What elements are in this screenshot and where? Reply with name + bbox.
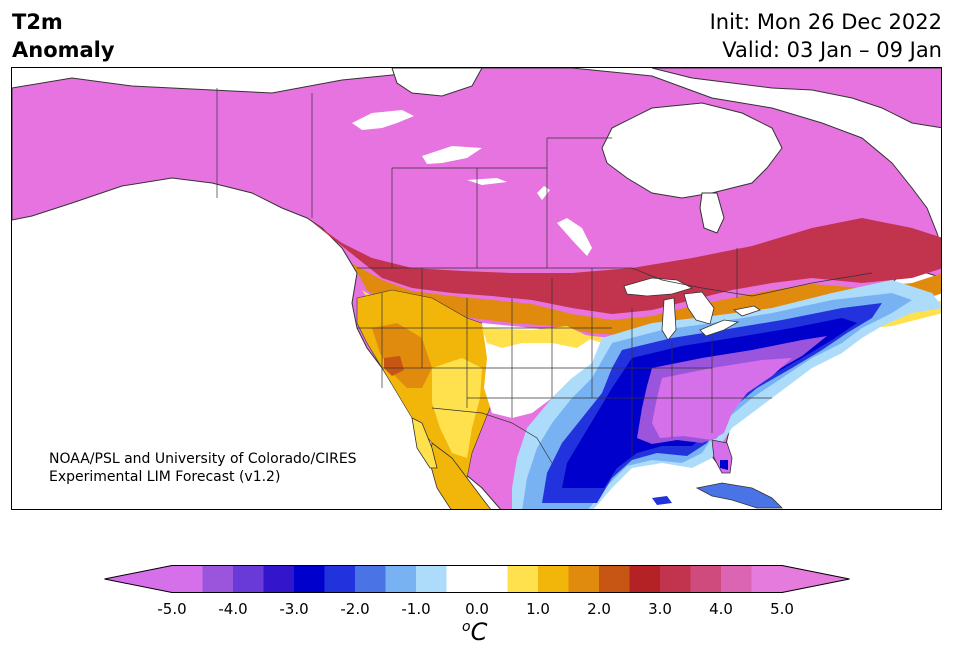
border-us-canada [357, 267, 873, 297]
southwest-orange [372, 323, 432, 388]
colorbar-segment [568, 565, 600, 593]
colorbar-tick-label: -5.0 [157, 600, 187, 618]
colorbar-ticks: -5.0 -4.0 -3.0 -2.0 -1.0 0.0 1.0 2.0 3.0 4.0 5.0 [0, 600, 953, 620]
colorbar-segment [721, 565, 752, 593]
colorbar-segment [629, 565, 661, 593]
credit-line-1: NOAA/PSL and University of Colorado/CIRE… [49, 451, 357, 467]
colorbar-segment [324, 565, 356, 593]
map-svg [12, 68, 941, 509]
colorbar-tick-label: 2.0 [587, 600, 611, 618]
colorbar-tick-label: 0.0 [465, 600, 489, 618]
great-slave-lake [422, 146, 482, 164]
lake-winnipeg [557, 218, 592, 256]
colorbar-segment [263, 565, 295, 593]
cold-violet [652, 358, 792, 440]
colorbar-outline [104, 565, 850, 593]
colorbar-segment [477, 565, 508, 593]
hudson-bay [601, 102, 783, 199]
cuba [695, 482, 783, 509]
southwest-red [384, 356, 404, 376]
bahamas [652, 496, 672, 505]
anomaly-map [11, 67, 942, 510]
colorbar-under-extension [104, 565, 172, 593]
colorbar-segment [233, 565, 264, 593]
baja-california [411, 417, 438, 469]
southwest-yellow [432, 358, 482, 458]
florida-tip [720, 460, 728, 470]
valid-date: Valid: 03 Jan – 09 Jan [722, 38, 942, 62]
james-bay [699, 192, 725, 234]
mexico [429, 442, 491, 509]
map-title: T2m Anomaly [12, 8, 115, 64]
unit-superscript: o [462, 619, 471, 635]
title-line-1: T2m [12, 10, 63, 34]
colorbar-over-extension [782, 565, 850, 593]
warm-band-orange [352, 263, 941, 336]
lake-huron [683, 291, 715, 325]
credit-line-2: Experimental LIM Forecast (v1.2) [49, 469, 281, 485]
colorbar-tick-label: 1.0 [526, 600, 550, 618]
colorbar-unit: oC [462, 618, 487, 646]
colorbar-tick-label: 4.0 [709, 600, 733, 618]
colorbar-segment [507, 565, 539, 593]
colorbar-segment [294, 565, 325, 593]
colorbar-segment [385, 565, 417, 593]
colorbar [104, 565, 850, 593]
colorbar-segment [660, 565, 691, 593]
lake-michigan [661, 297, 677, 341]
warm-band-red [307, 218, 941, 314]
plains-yellow [482, 326, 592, 348]
colorbar-tick-label: -3.0 [279, 600, 309, 618]
colorbar-tick-label: 5.0 [770, 600, 794, 618]
colorbar-segment [538, 565, 569, 593]
colorbar-tick-label: 3.0 [648, 600, 672, 618]
title-line-2: Anomaly [12, 38, 115, 62]
arctic-inlet [391, 68, 483, 97]
lake-erie [699, 319, 740, 337]
colorbar-segment [690, 565, 722, 593]
unit-letter: C [470, 618, 488, 646]
lake-ontario [733, 305, 761, 317]
date-info: Init: Mon 26 Dec 2022 Valid: 03 Jan – 09… [710, 8, 942, 64]
baffin-island [651, 68, 941, 129]
great-bear-lake [352, 110, 414, 130]
colorbar-segment [599, 565, 630, 593]
borders [216, 88, 873, 464]
colorbar-tick-label: -4.0 [218, 600, 248, 618]
colorbar-segment [446, 565, 478, 593]
colorbar-tick-label: -2.0 [340, 600, 370, 618]
data-credit: NOAA/PSL and University of Colorado/CIRE… [49, 450, 357, 486]
colorbar-segment [751, 565, 783, 593]
colorbar-tick-label: -1.0 [401, 600, 431, 618]
colorbar-segment [416, 565, 447, 593]
colorbar-segment [355, 565, 386, 593]
colorbar-segment [172, 565, 203, 593]
border-us-mexico [431, 407, 553, 464]
colorbar-segment [202, 565, 234, 593]
init-date: Init: Mon 26 Dec 2022 [709, 10, 942, 34]
